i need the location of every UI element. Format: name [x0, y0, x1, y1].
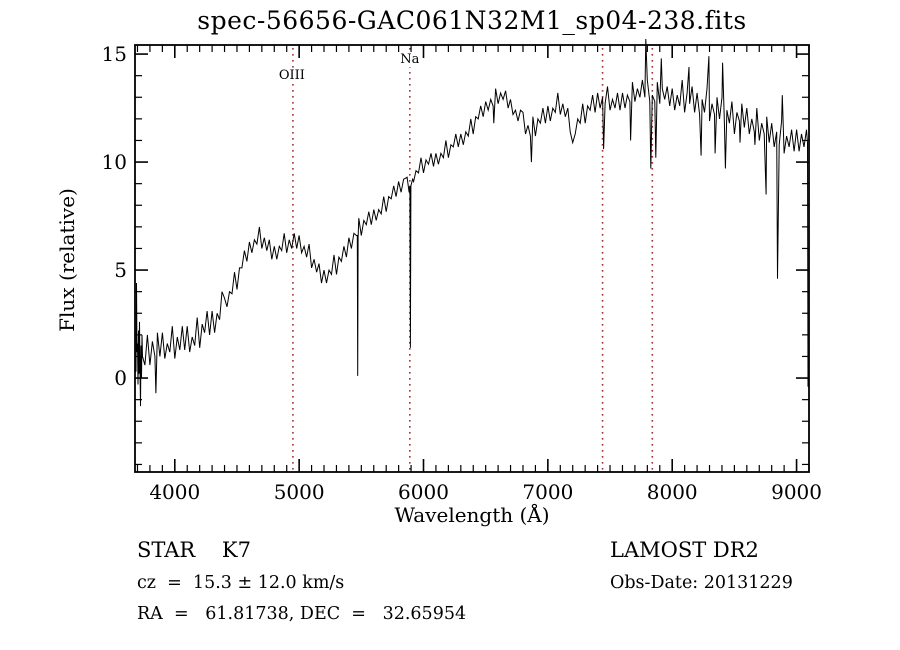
x-axis-label: Wavelength (Å): [394, 502, 549, 527]
spectrum-line: [135, 38, 809, 407]
label-background: [277, 68, 306, 83]
y-tick-label: 15: [102, 42, 127, 66]
y-tick-label: 0: [114, 366, 127, 390]
spectrum-group: [135, 38, 809, 407]
plot-frame: [134, 44, 810, 473]
spectral-line-label: Na: [400, 52, 419, 67]
x-tick-label: 8000: [647, 480, 698, 504]
x-tick-label: 7000: [522, 480, 573, 504]
spectral-line-label: OIII: [279, 68, 305, 83]
y-axis-label: Flux (relative): [55, 188, 79, 332]
object-class-label: STAR K7: [137, 538, 251, 562]
x-tick-label: 9000: [771, 480, 822, 504]
y-tick-label: 10: [102, 150, 127, 174]
axes-group: 4000 5000 6000 7000 8000 9000 0 5 10 15: [102, 42, 822, 504]
reference-lines-group: [292, 48, 654, 471]
x-tick-label: 6000: [398, 480, 449, 504]
x-tick-label: 5000: [274, 480, 325, 504]
coordinates-label: RA = 61.81738, DEC = 32.65954: [137, 604, 467, 624]
reference-labels-group: OIII Na: [277, 52, 421, 83]
label-background: [399, 52, 421, 67]
figure-title: spec-56656-GAC061N32M1_sp04-238.fits: [197, 6, 747, 35]
cz-value-label: cz = 15.3 ± 12.0 km/s: [137, 573, 345, 593]
survey-label: LAMOST DR2: [610, 538, 759, 562]
y-tick-label: 5: [114, 258, 127, 282]
x-tick-label: 4000: [149, 480, 200, 504]
obs-date-label: Obs-Date: 20131229: [610, 573, 793, 593]
